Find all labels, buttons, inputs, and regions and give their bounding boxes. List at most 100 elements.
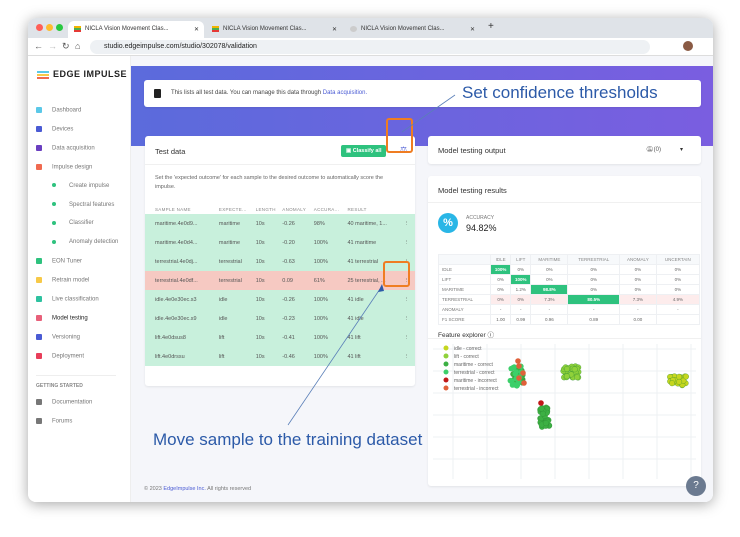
sidebar-item-documentation[interactable]: Documentation [36, 399, 92, 406]
column-header[interactable]: SAMPLE NAME [155, 206, 191, 212]
column-header[interactable]: EXPECTE... [218, 206, 247, 212]
cell-accuracy: 100% [313, 290, 348, 309]
sidebar-item[interactable]: Data acquisition [36, 144, 95, 151]
profile-avatar[interactable] [683, 41, 693, 51]
cell-anomaly: -0.63 [282, 252, 314, 271]
column-header[interactable]: ACCURA... [313, 206, 340, 212]
row-menu-button[interactable]: ⋮ [403, 347, 415, 366]
browser-tab[interactable]: NICLA Vision Movement Clas... ✕ [68, 21, 204, 38]
sidebar-item[interactable]: Model testing [36, 314, 88, 321]
cell-result: 41 idle [347, 309, 404, 328]
confusion-matrix: IDLE LIFT MARITIME TERRESTRIAL ANOMALY UNCERT… [438, 254, 701, 325]
row-menu-button[interactable]: ⋮ [403, 233, 415, 252]
card-title: Model testing results [438, 186, 507, 195]
sidebar-item[interactable]: EON Tuner [36, 258, 82, 265]
sidebar-item[interactable]: Versioning [36, 333, 80, 340]
legend-label: maritime - correct [454, 362, 494, 368]
browser-tab[interactable]: NICLA Vision Movement Clas... ✕ [206, 21, 342, 38]
highlight-box [386, 118, 413, 153]
card-title: Model testing output [438, 146, 506, 155]
column-header[interactable]: RESULT [347, 206, 367, 212]
label: Spectral features [69, 201, 115, 208]
footer: © 2023 EdgeImpulse Inc. All rights reser… [144, 486, 251, 492]
highlight-box [383, 261, 410, 287]
alerts-toggle[interactable]: 🔕︎(0) [646, 146, 661, 153]
sidebar-item[interactable]: Live classification [36, 296, 99, 303]
help-icon[interactable]: ⓘ [487, 332, 495, 339]
cell-expected: maritime [218, 214, 256, 233]
maximize-window-button[interactable] [56, 24, 63, 31]
sidebar-item[interactable]: Dashboard [36, 107, 81, 114]
sidebar-item[interactable]: Anomaly detection [52, 239, 118, 245]
cell-name: idle.4e0e30ec.s3 [145, 290, 219, 309]
row-menu-button[interactable]: ⋮ [403, 309, 415, 328]
table-row[interactable]: maritime.4e0d4... maritime 10s -0.20 100% 41 … [145, 233, 415, 252]
data-point [538, 405, 545, 412]
column-header[interactable]: ANOMALY [282, 206, 307, 212]
matrix-cell: 0.89 [567, 314, 621, 325]
table-row[interactable]: maritime.4e0d9... maritime 10s -0.26 98% 40 m… [145, 214, 415, 233]
browser-tab[interactable]: NICLA Vision Movement Clas... ✕ [344, 21, 480, 38]
sidebar-item[interactable]: Create impulse [52, 183, 109, 189]
classify-all-button[interactable]: ▣ Classify all [341, 145, 387, 157]
expand-chevron-icon[interactable]: ▾ [680, 147, 684, 153]
legend-swatch [443, 377, 449, 383]
cell-result: 40 maritime, 1... [347, 214, 404, 233]
cell-anomaly: -0.20 [282, 233, 314, 252]
sidebar-item-forums[interactable]: Forums [36, 418, 72, 425]
sidebar-item[interactable]: Spectral features [52, 202, 114, 208]
table-row[interactable]: idle.4e0e30ec.s9 idle 10s -0.23 100% 41 idle ⋮ [145, 309, 415, 328]
label: EON Tuner [52, 258, 83, 265]
new-tab-button[interactable]: + [488, 21, 494, 32]
sidebar-item[interactable]: Impulse design [36, 163, 92, 170]
close-window-button[interactable] [36, 24, 43, 31]
close-tab-icon[interactable]: ✕ [331, 27, 337, 33]
model-testing-output-card: Model testing output 🔕︎(0) ▾ [428, 136, 701, 164]
confidence-thresholds-icon[interactable]: ⚖ [400, 145, 408, 154]
info-text: This lists all test data. You can manage… [171, 90, 323, 96]
close-tab-icon[interactable]: ✕ [469, 27, 475, 33]
url-input[interactable]: studio.edgeimpulse.com/studio/302078/val… [90, 40, 650, 54]
data-acquisition-link[interactable]: Data acquisition. [322, 90, 368, 96]
reload-icon[interactable]: ↻ [62, 41, 70, 51]
bullet-icon [52, 220, 56, 225]
logo-text: EDGE IMPULSE [53, 69, 128, 79]
table-row[interactable]: lift.4e0dsus8 lift 10s -0.41 100% 41 lift ⋮ [145, 328, 415, 347]
cell-accuracy: 98% [313, 214, 348, 233]
table-row[interactable]: idle.4e0e30ec.s3 idle 10s -0.26 100% 41 idle ⋮ [145, 290, 415, 309]
data-point [509, 365, 516, 371]
nav-icon [36, 125, 42, 132]
column-header[interactable]: LENGTH [255, 206, 276, 212]
data-point [515, 358, 521, 364]
data-point [676, 378, 683, 385]
help-button[interactable]: ? [686, 476, 706, 496]
home-icon[interactable]: ⌂ [75, 41, 81, 51]
row-menu-button[interactable]: ⋮ [403, 214, 415, 233]
cell-length: 10s [255, 328, 283, 347]
logo-icon [37, 70, 49, 79]
row-menu-button[interactable]: ⋮ [403, 290, 415, 309]
sidebar-item[interactable]: Retrain model [36, 277, 89, 284]
matrix-row: F1 SCORE 1.00 0.99 0.96 0.89 0.00 [438, 314, 701, 325]
label: Classifier [69, 220, 94, 227]
sidebar-item[interactable]: Classifier [52, 220, 94, 226]
arrow-head [378, 284, 384, 292]
sidebar-item[interactable]: Devices [36, 125, 73, 132]
back-icon[interactable]: ← [34, 41, 43, 51]
table-row[interactable]: terrestrial.4e0df... terrestrial 10s 0.09 61… [145, 271, 415, 290]
close-tab-icon[interactable]: ✕ [193, 27, 199, 33]
bullet-icon [52, 201, 56, 206]
row-menu-button[interactable]: ⋮ [403, 328, 415, 347]
legend-label: maritime - incorrect [454, 378, 497, 384]
edgeimpulse-link[interactable]: EdgeImpulse Inc. [163, 486, 206, 492]
feature-explorer-plot[interactable]: idle - correct lift - correct maritime - c… [428, 339, 701, 484]
forward-icon[interactable]: → [48, 41, 57, 51]
section-heading: GETTING STARTED [36, 383, 83, 389]
data-point [683, 373, 689, 380]
data-point [538, 400, 544, 406]
sidebar-item[interactable]: Deployment [36, 352, 84, 359]
table-row[interactable]: lift.4e0drssu lift 10s -0.46 100% 41 lift ⋮ [145, 347, 415, 366]
minimize-window-button[interactable] [46, 24, 53, 31]
legend-label: lift - correct [454, 354, 479, 360]
